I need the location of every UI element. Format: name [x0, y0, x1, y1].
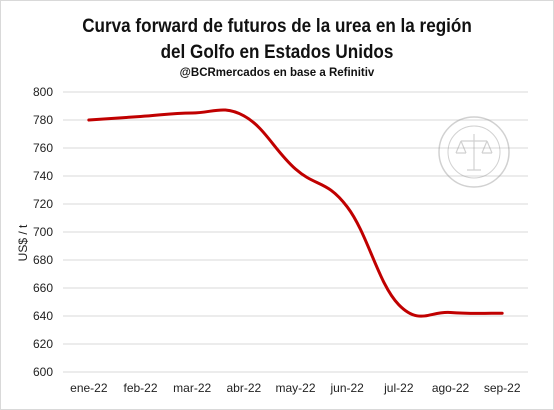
y-tick-label: 720: [33, 197, 53, 211]
x-tick-label: abr-22: [226, 381, 261, 395]
gridlines: [63, 91, 528, 373]
y-tick-label: 680: [33, 253, 53, 267]
y-tick-label: 740: [33, 169, 53, 183]
x-tick-label: ene-22: [70, 381, 108, 395]
chart-title-line-1: Curva forward de futuros de la urea en l…: [82, 16, 472, 37]
y-tick-label: 780: [33, 113, 53, 127]
x-tick-label: sep-22: [484, 381, 521, 395]
x-tick-label: jun-22: [329, 381, 364, 395]
x-tick-label: ago-22: [432, 381, 470, 395]
series-line: [87, 108, 504, 318]
y-tick-label: 760: [33, 141, 53, 155]
x-axis-ticks: ene-22 feb-22 mar-22 abr-22 may-22 jun-22 jul-…: [70, 381, 521, 395]
y-tick-label: 640: [33, 309, 53, 323]
bcr-seal-watermark: [438, 116, 510, 188]
x-tick-label: feb-22: [123, 381, 157, 395]
series-layer: [87, 108, 504, 318]
chart-title-line-2: del Golfo en Estados Unidos: [160, 42, 394, 63]
x-tick-label: mar-22: [173, 381, 211, 395]
x-tick-label: may-22: [275, 381, 315, 395]
y-axis-label: US$ / t: [16, 224, 30, 261]
y-tick-label: 620: [33, 337, 53, 351]
y-tick-label: 700: [33, 225, 53, 239]
y-axis-ticks: 600 620 640 660 680 700 720 740 760 780 800: [33, 85, 53, 379]
chart-title: Curva forward de futuros de la urea en l…: [28, 14, 527, 66]
chart-subtitle: @BCRmercados en base a Refinitiv: [179, 67, 375, 79]
y-tick-label: 660: [33, 281, 53, 295]
x-tick-label: jul-22: [383, 381, 414, 395]
y-tick-label: 800: [33, 85, 53, 99]
y-tick-label: 600: [33, 365, 53, 379]
